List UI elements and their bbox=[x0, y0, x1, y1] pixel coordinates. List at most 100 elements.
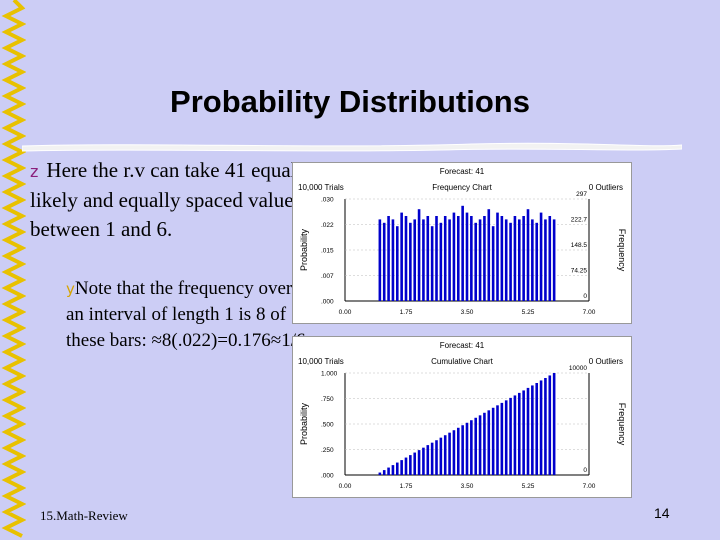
bar bbox=[435, 440, 438, 475]
bar bbox=[539, 380, 543, 475]
page-number: 14 bbox=[654, 505, 670, 521]
bar bbox=[413, 452, 417, 475]
bar bbox=[456, 427, 460, 475]
bar bbox=[548, 216, 552, 301]
bar bbox=[513, 216, 517, 301]
bar bbox=[509, 222, 512, 301]
y-tick-label: .000 bbox=[321, 299, 334, 306]
bar bbox=[387, 467, 390, 475]
y-tick-label: .750 bbox=[321, 396, 334, 403]
cumulative-chart-svg: Forecast: 41 10,000 Trials Cumulative Char… bbox=[298, 341, 627, 490]
chart-subtitle: Cumulative Chart bbox=[431, 357, 494, 366]
bar bbox=[382, 222, 386, 301]
bar bbox=[539, 212, 543, 301]
title-underline bbox=[22, 142, 682, 152]
bar bbox=[487, 209, 491, 301]
bar bbox=[544, 377, 547, 475]
chart-title: Forecast: 41 bbox=[440, 341, 485, 350]
sub-bullet-icon: y bbox=[66, 280, 75, 298]
bar bbox=[491, 407, 495, 475]
bar bbox=[465, 422, 469, 475]
bar bbox=[531, 219, 534, 301]
bar bbox=[470, 420, 473, 475]
y2-tick-label: 148.5 bbox=[571, 242, 588, 249]
bar bbox=[448, 219, 451, 301]
bar bbox=[443, 216, 447, 301]
bar bbox=[378, 219, 382, 301]
bar bbox=[426, 216, 430, 301]
bar bbox=[483, 412, 486, 475]
bar bbox=[552, 373, 556, 475]
bar bbox=[439, 222, 443, 301]
bar bbox=[504, 219, 508, 301]
bar bbox=[500, 402, 504, 475]
bar bbox=[439, 437, 443, 475]
bar bbox=[465, 212, 469, 301]
y2-axis-label: Frequency bbox=[617, 403, 627, 446]
bullet-icon: z bbox=[30, 162, 39, 181]
cumulative-chart: Forecast: 41 10,000 Trials Cumulative Char… bbox=[292, 336, 632, 498]
bullet-sub: yNote that the frequency over an interva… bbox=[66, 276, 306, 354]
bar bbox=[470, 216, 473, 301]
bar bbox=[422, 219, 425, 301]
bar bbox=[478, 219, 482, 301]
bar bbox=[400, 212, 403, 301]
bullet-sub-text: Note that the frequency over an interval… bbox=[66, 278, 306, 351]
chart-subtitle: Frequency Chart bbox=[432, 183, 492, 192]
y2-tick-label: 297 bbox=[576, 191, 587, 198]
footer-label: 15.Math-Review bbox=[40, 508, 128, 523]
x-tick-label: 3.50 bbox=[461, 483, 474, 490]
bar bbox=[409, 455, 412, 475]
y-tick-label: .500 bbox=[321, 422, 334, 429]
bar bbox=[395, 462, 399, 475]
bar bbox=[504, 400, 508, 475]
bar bbox=[526, 387, 530, 475]
bar bbox=[544, 219, 547, 301]
bar bbox=[391, 465, 395, 475]
bullet-main: z Here the r.v can take 41 equally likely… bbox=[30, 156, 330, 244]
slide-title: Probability Distributions bbox=[170, 84, 530, 119]
bar bbox=[522, 216, 525, 301]
y-tick-label: .250 bbox=[321, 447, 334, 454]
bar bbox=[496, 405, 499, 475]
frequency-chart-svg: Forecast: 41 10,000 Trials Frequency Chart… bbox=[298, 167, 627, 316]
y-tick-label: .030 bbox=[321, 197, 334, 204]
y2-tick-label: 0 bbox=[583, 467, 587, 474]
bar bbox=[500, 216, 504, 301]
x-tick-label: 0.00 bbox=[339, 483, 352, 490]
bar bbox=[430, 442, 434, 475]
bar bbox=[391, 219, 395, 301]
trials-label: 10,000 Trials bbox=[298, 357, 344, 366]
bar bbox=[526, 209, 530, 301]
bar bbox=[378, 472, 382, 475]
bar bbox=[509, 397, 512, 475]
bar bbox=[478, 415, 482, 475]
bar bbox=[413, 219, 417, 301]
trials-label: 10,000 Trials bbox=[298, 183, 344, 192]
bar bbox=[452, 212, 456, 301]
bar bbox=[496, 212, 499, 301]
bar bbox=[435, 216, 438, 301]
bar bbox=[461, 205, 464, 301]
bar bbox=[382, 470, 386, 475]
y-tick-label: .015 bbox=[321, 248, 334, 255]
bar bbox=[535, 222, 539, 301]
y2-tick-label: 222.7 bbox=[571, 217, 588, 224]
outliers-label: 0 Outliers bbox=[589, 183, 623, 192]
bar bbox=[474, 222, 478, 301]
bar bbox=[487, 410, 491, 475]
bar bbox=[552, 219, 556, 301]
y-axis-label: Probability bbox=[299, 228, 309, 271]
bar bbox=[404, 216, 408, 301]
zigzag-decoration bbox=[1, 0, 26, 538]
bullet-main-text: Here the r.v can take 41 equally likely … bbox=[30, 158, 313, 241]
bar bbox=[461, 425, 464, 475]
y-tick-label: .022 bbox=[321, 222, 334, 229]
x-tick-label: 5.25 bbox=[522, 309, 535, 316]
bar bbox=[443, 435, 447, 475]
x-tick-label: 7.00 bbox=[583, 483, 596, 490]
bar bbox=[522, 390, 525, 475]
bar bbox=[548, 375, 552, 475]
x-tick-label: 7.00 bbox=[583, 309, 596, 316]
bar bbox=[400, 460, 403, 475]
